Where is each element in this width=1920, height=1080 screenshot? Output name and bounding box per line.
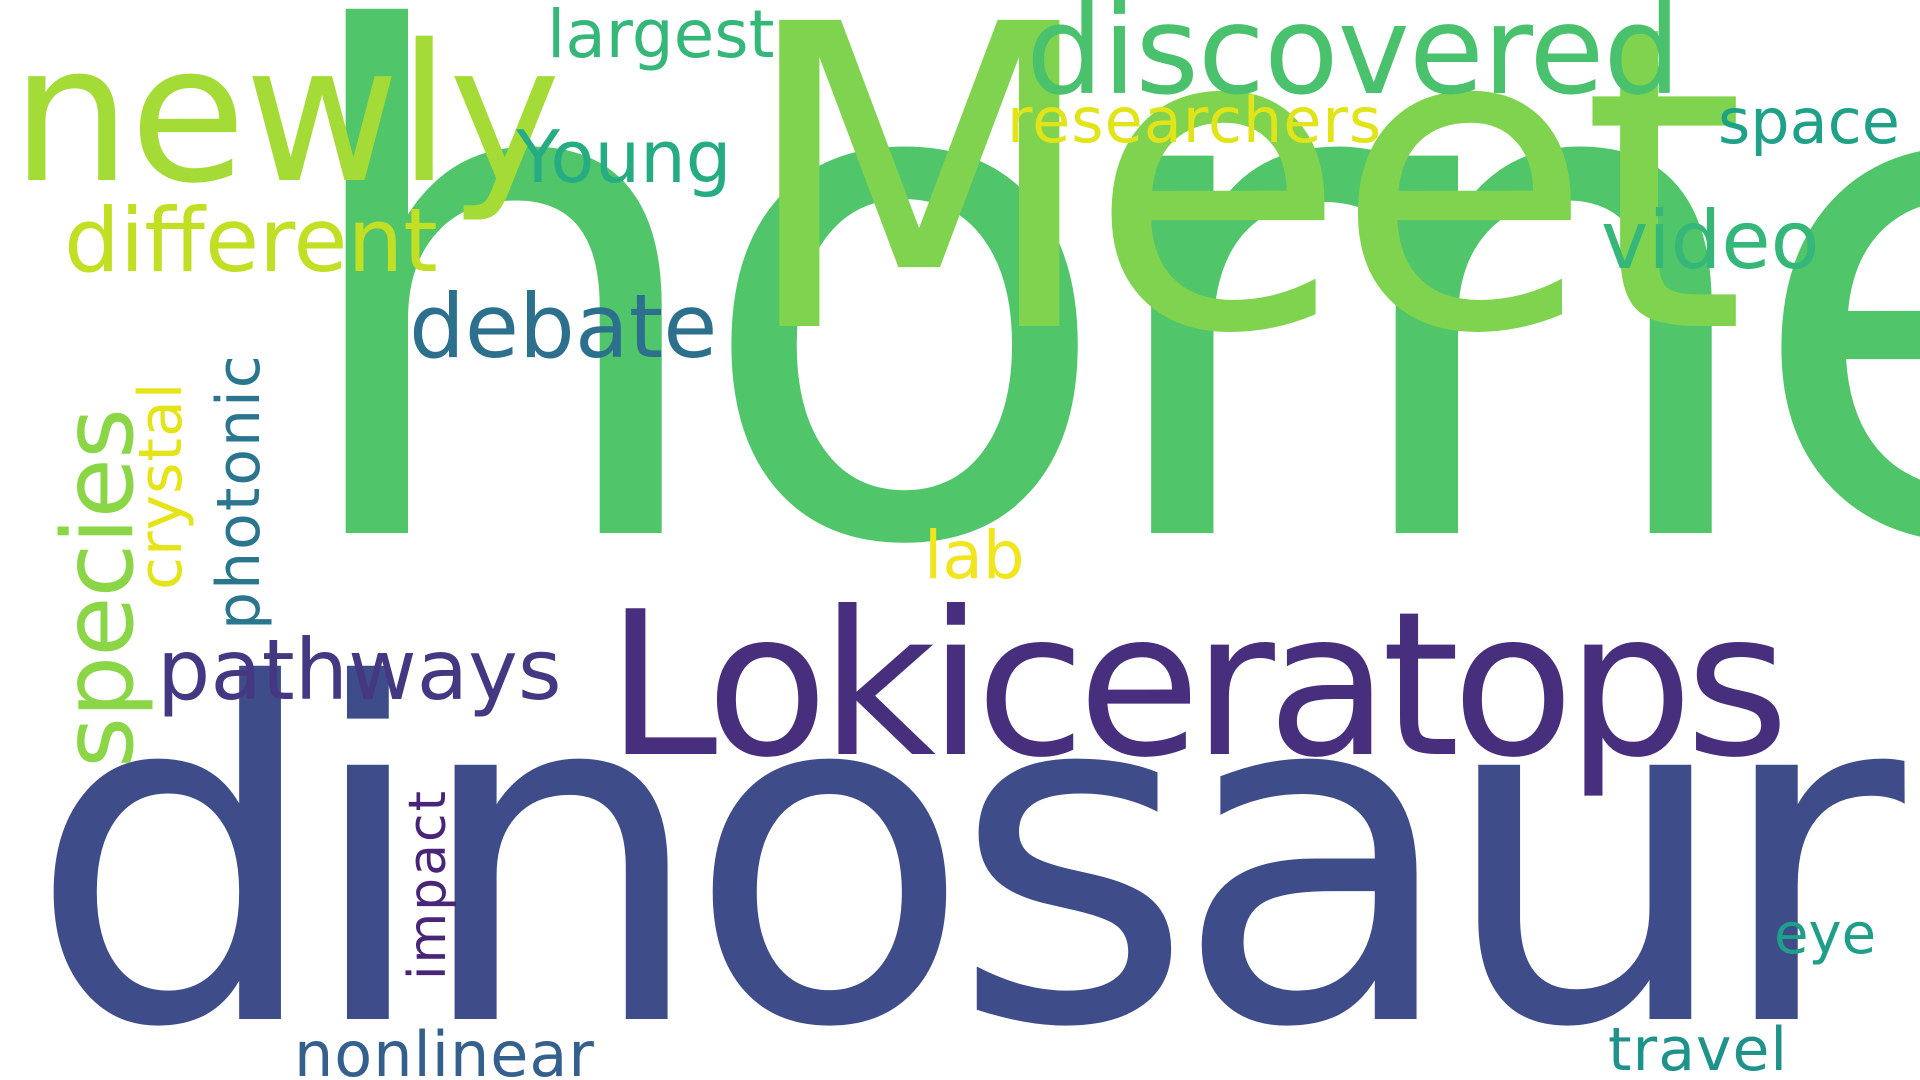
word-space: space: [1718, 85, 1900, 158]
word-dinosaur: dinosaur: [28, 587, 1905, 1080]
word-newly: newly: [11, 4, 561, 225]
word-researchers: researchers: [1007, 84, 1383, 157]
word-eye: eye: [1774, 902, 1877, 967]
word-impact: impact: [398, 789, 458, 980]
word-nonlinear: nonlinear: [294, 1018, 595, 1080]
word-lokiceratops: Lokiceratops: [606, 569, 1789, 802]
word-debate: debate: [409, 275, 718, 378]
word-video: video: [1601, 194, 1820, 287]
word-photonic: photonic: [204, 353, 274, 630]
word-lab: lab: [924, 517, 1025, 594]
word-discovered: discovered: [1026, 0, 1681, 122]
word-different: different: [64, 189, 438, 292]
word-largest: largest: [547, 0, 775, 73]
word-horned: horned: [283, 0, 1920, 696]
word-pathways: pathways: [157, 621, 562, 719]
word-travel: travel: [1608, 1015, 1789, 1080]
word-meet: Meet: [738, 0, 1746, 426]
word-crystal: crystal: [126, 381, 196, 590]
word-young: Young: [516, 115, 732, 199]
